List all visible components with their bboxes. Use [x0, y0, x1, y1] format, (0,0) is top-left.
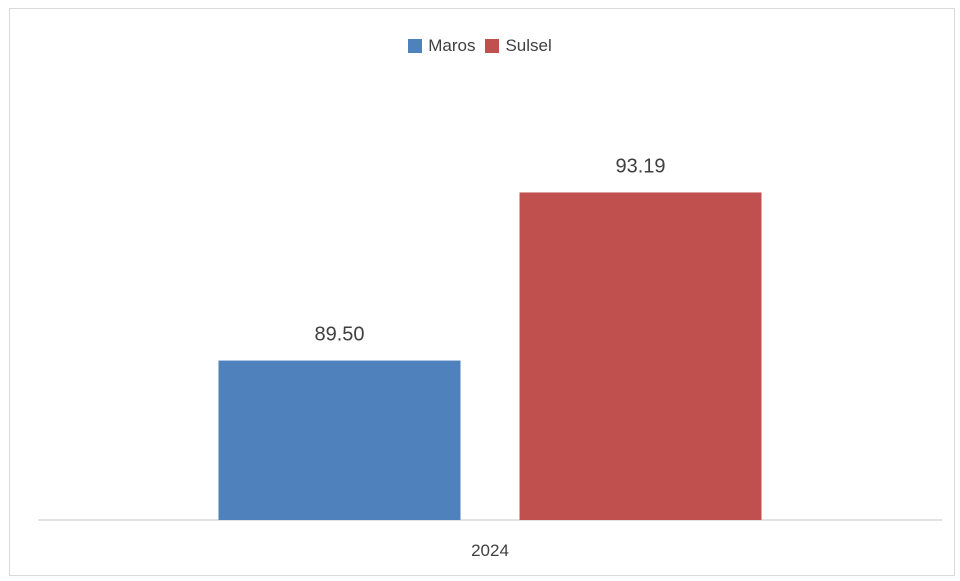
data-label-sulsel: 93.19	[615, 155, 665, 177]
legend-label-sulsel: Sulsel	[505, 36, 552, 55]
legend-item-maros: Maros	[408, 36, 475, 56]
x-tick-label: 2024	[471, 541, 509, 560]
legend-swatch-maros	[408, 39, 423, 53]
chart-area	[9, 8, 955, 576]
legend-label-maros: Maros	[428, 36, 476, 55]
legend-item-sulsel: Sulsel	[485, 36, 552, 56]
bar-maros	[218, 360, 461, 520]
legend-swatch-sulsel	[485, 39, 500, 53]
legend: Maros Sulsel	[0, 36, 960, 56]
bar-sulsel	[519, 192, 762, 520]
data-label-maros: 89.50	[314, 324, 364, 346]
